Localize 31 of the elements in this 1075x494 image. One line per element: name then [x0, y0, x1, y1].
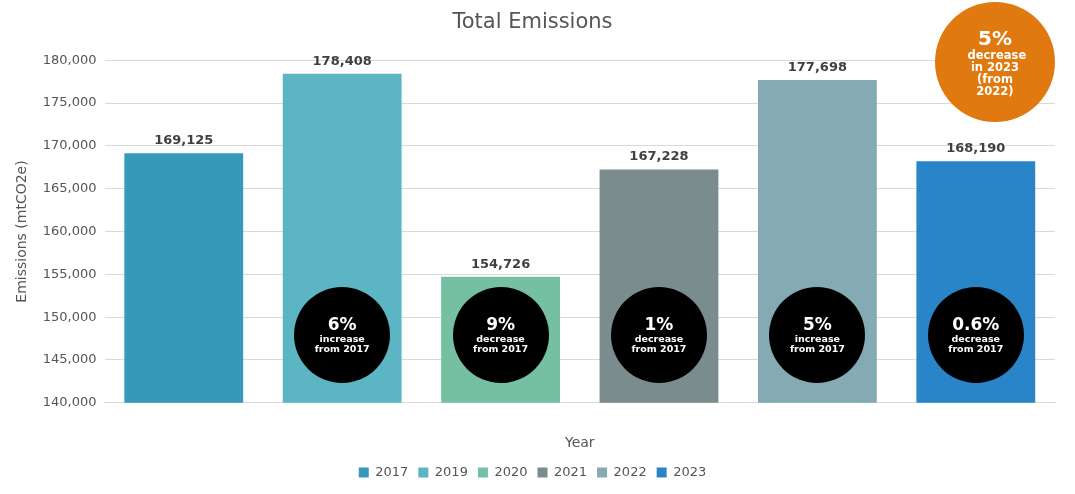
data-label: 167,228 [629, 148, 689, 164]
y-tick-label: 165,000 [42, 180, 97, 196]
y-tick-label: 145,000 [42, 351, 97, 367]
legend-label: 2023 [673, 463, 707, 479]
y-tick-label: 150,000 [42, 308, 97, 324]
legend-label: 2019 [434, 463, 468, 479]
circle-badge: 5% decrease in 2023 (from 2022) [935, 2, 1055, 123]
legend-label: 2022 [613, 463, 647, 479]
x-axis-title: Year [563, 434, 595, 451]
data-label: 178,408 [312, 52, 372, 68]
y-tick-label: 175,000 [42, 94, 97, 110]
annotation: 5% decrease in 2023 (from 2022) [967, 25, 1027, 98]
annotation: 9% decrease from 2017 [473, 313, 529, 354]
data-label: 177,698 [787, 58, 847, 74]
data-label: 168,190 [946, 140, 1006, 156]
y-axis-title: Emissions (mtCO2e) [13, 160, 30, 303]
y-tick-label: 180,000 [42, 51, 97, 67]
y-tick-label: 140,000 [42, 394, 97, 410]
y-tick-label: 160,000 [42, 222, 97, 238]
legend-label: 2017 [375, 463, 409, 479]
annotation: 6% increase from 2017 [314, 313, 370, 354]
annotation: 0.6% decrease from 2017 [948, 313, 1004, 354]
y-tick-label: 155,000 [42, 265, 97, 281]
legend-label: 2021 [554, 463, 588, 479]
data-label: 154,726 [470, 255, 531, 271]
y-tick-label: 170,000 [42, 137, 97, 153]
legend-label: 2020 [494, 463, 528, 479]
annotation: 5% increase from 2017 [789, 313, 845, 354]
data-label: 169,125 [154, 132, 214, 148]
chart-title: Total Emissions [451, 9, 613, 34]
annotation: 1% decrease from 2017 [631, 313, 687, 354]
